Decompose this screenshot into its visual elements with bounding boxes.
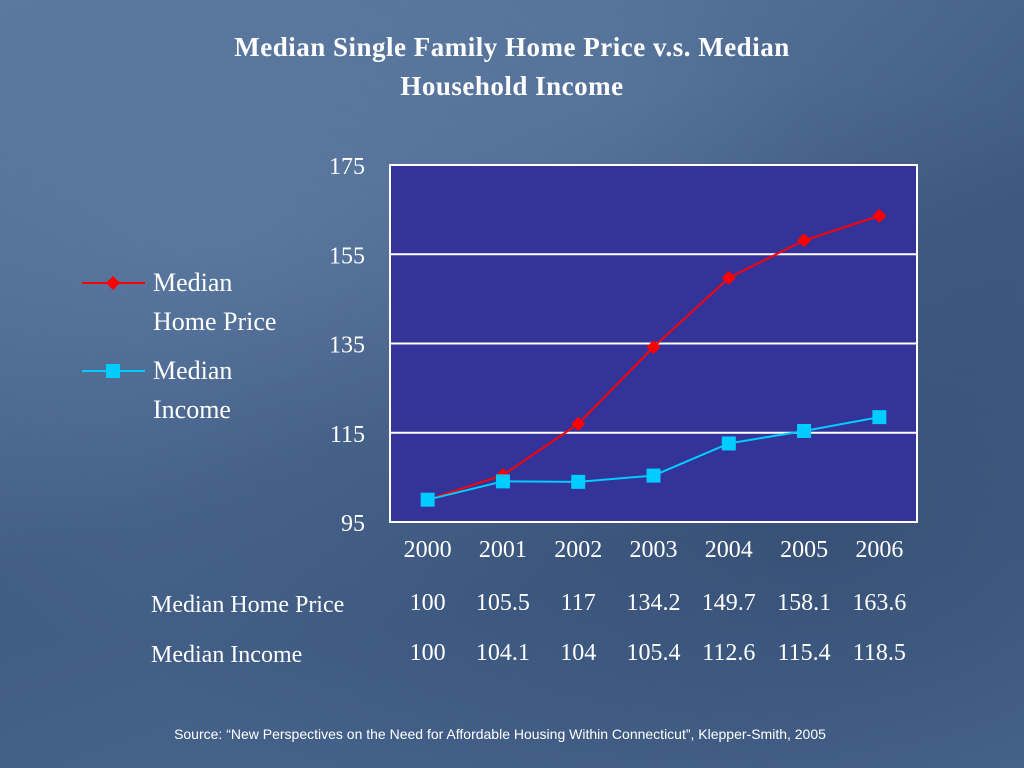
legend-marker-square (106, 364, 120, 378)
chart-title-line-2: Household Income (400, 71, 624, 101)
legend-label: Home Price (153, 307, 276, 336)
y-tick-label: 155 (329, 243, 365, 269)
legend-label: Median (153, 268, 232, 297)
chart-title: Median Single Family Home Price v.s. Med… (0, 28, 1024, 106)
x-tick-label: 2001 (479, 537, 527, 563)
x-tick-label: 2003 (630, 537, 678, 563)
x-tick-label: 2005 (780, 537, 828, 563)
data-point-home-price (872, 208, 887, 223)
legend-label: Income (153, 395, 231, 424)
data-point-income (721, 436, 736, 451)
y-tick-label: 135 (329, 333, 365, 359)
data-point-income (797, 423, 812, 438)
y-tick-label: 175 (329, 154, 365, 180)
legend-marker-diamond (106, 276, 120, 290)
data-point-home-price (571, 416, 586, 431)
data-point-income (495, 474, 510, 489)
data-point-income (420, 492, 435, 507)
x-tick-label: 2004 (705, 537, 753, 563)
legend-label: Median (153, 356, 232, 385)
y-tick-label: 115 (330, 422, 365, 448)
data-point-home-price (797, 233, 812, 248)
data-point-income (872, 410, 887, 425)
line-chart: 175 155 135 115 95 2000 2001 2002 2003 2004 2005 20… (82, 154, 918, 563)
x-tick-label: 2006 (855, 537, 903, 563)
data-point-income (646, 468, 661, 483)
x-tick-label: 2000 (404, 537, 452, 563)
data-point-home-price (646, 340, 661, 355)
x-tick-label: 2002 (554, 537, 602, 563)
data-point-home-price (721, 270, 736, 285)
y-tick-label: 95 (341, 511, 365, 537)
chart-title-line-1: Median Single Family Home Price v.s. Med… (234, 32, 790, 62)
data-point-income (571, 474, 586, 489)
source-citation: Source: “New Perspectives on the Need fo… (174, 726, 826, 742)
